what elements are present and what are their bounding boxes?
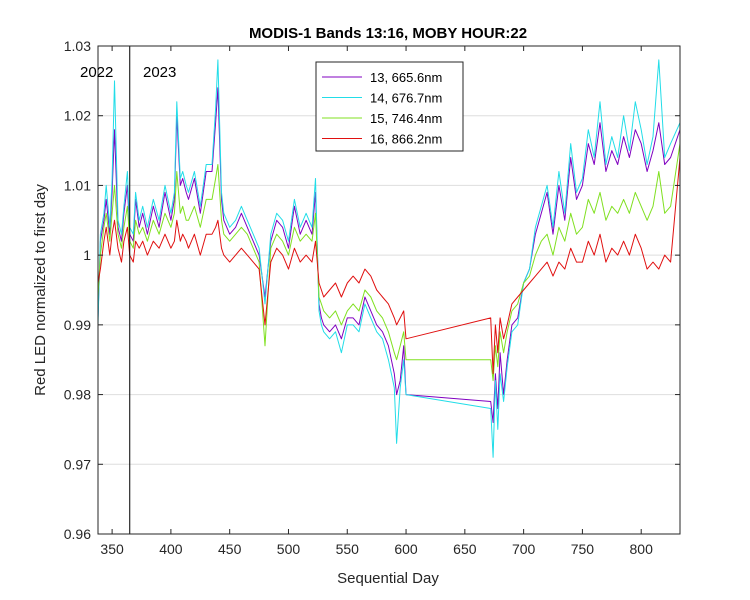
x-tick-label: 700 — [512, 541, 536, 557]
x-tick-label: 650 — [453, 541, 477, 557]
y-tick-label: 1.03 — [64, 38, 91, 54]
plot-frame — [97, 45, 681, 535]
axis-ticks: 0.96 0.97 0.98 0.99 1 1.01 1.02 1.03 350 400 450 50… — [64, 38, 680, 557]
series-line-band-16 — [98, 157, 680, 375]
y-tick-label: 1.02 — [64, 108, 91, 124]
y-axis-title: Red LED normalized to first day — [32, 184, 49, 396]
x-axis-title: Sequential Day — [337, 570, 439, 587]
year-label-right: 2023 — [143, 64, 176, 81]
legend: 13, 665.6nm 14, 676.7nm 15, 746.4nm 16, 866… — [315, 61, 464, 152]
y-tick-label: 1.01 — [64, 177, 91, 193]
y-tick-label: 0.98 — [64, 387, 91, 403]
legend-label: 13, 665.6nm — [370, 70, 442, 85]
series-group — [98, 59, 680, 458]
series-line-band-15 — [98, 143, 680, 382]
x-tick-label: 500 — [277, 541, 301, 557]
legend-label: 14, 676.7nm — [370, 91, 442, 106]
y-tick-label: 0.96 — [64, 526, 91, 542]
x-tick-label: 600 — [394, 541, 418, 557]
x-tick-label: 400 — [159, 541, 183, 557]
y-tick-label: 0.99 — [64, 317, 91, 333]
series-line-band-14 — [98, 59, 680, 458]
x-tick-label: 550 — [336, 541, 360, 557]
x-tick-label: 800 — [630, 541, 654, 557]
legend-label: 16, 866.2nm — [370, 132, 442, 147]
x-tick-label: 450 — [218, 541, 242, 557]
x-tick-label: 750 — [571, 541, 595, 557]
year-label-left: 2022 — [80, 64, 113, 81]
series-line-band-13 — [98, 87, 680, 423]
x-tick-label: 350 — [100, 541, 124, 557]
y-tick-label: 0.97 — [64, 456, 91, 472]
chart-title: MODIS-1 Bands 13:16, MOBY HOUR:22 — [249, 25, 527, 42]
y-tick-label: 1 — [83, 247, 91, 263]
legend-label: 15, 746.4nm — [370, 111, 442, 126]
